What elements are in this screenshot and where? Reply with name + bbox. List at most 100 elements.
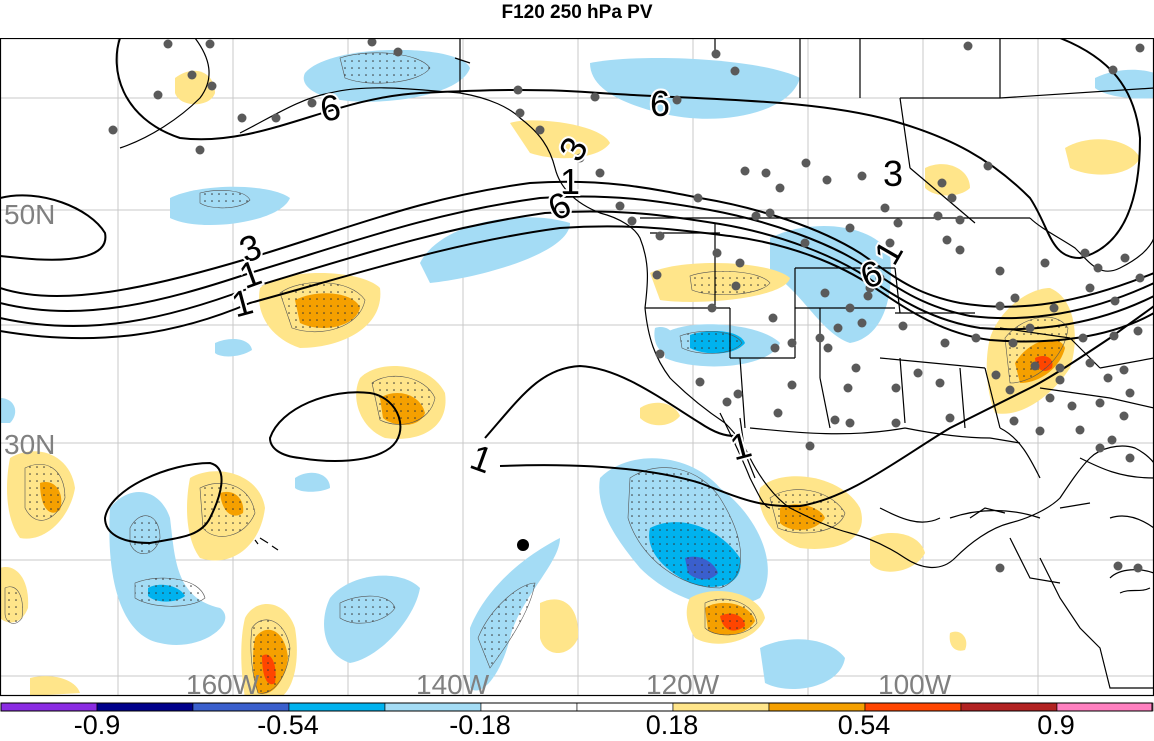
station-dot xyxy=(863,291,873,301)
station-dot xyxy=(652,270,662,280)
station-dot xyxy=(857,171,867,181)
station-dot xyxy=(875,273,885,283)
station-dot xyxy=(800,238,810,248)
station-dot xyxy=(1067,401,1077,411)
station-markers xyxy=(108,38,1145,573)
station-dot xyxy=(307,98,317,108)
station-dot xyxy=(898,321,908,331)
station-dot xyxy=(1075,425,1085,435)
station-dot xyxy=(730,66,740,76)
station-dot xyxy=(1120,253,1130,263)
station-dot xyxy=(1113,561,1123,571)
station-dot xyxy=(367,38,377,47)
station-dot xyxy=(271,113,281,123)
station-dot xyxy=(693,193,703,203)
station-dot xyxy=(765,208,775,218)
station-dot xyxy=(187,70,197,80)
station-dot xyxy=(153,90,163,100)
station-dot xyxy=(393,47,403,57)
colorbar-label: 0.9 xyxy=(1037,710,1075,740)
station-dot xyxy=(1008,338,1018,348)
station-dot xyxy=(805,441,815,451)
station-dot xyxy=(1085,358,1095,368)
station-dot xyxy=(575,153,585,163)
station-dot xyxy=(991,370,1001,380)
station-dot xyxy=(1078,333,1088,343)
station-dot xyxy=(801,158,811,168)
station-dot xyxy=(955,245,965,255)
station-dot xyxy=(1045,393,1055,403)
station-dot xyxy=(830,415,840,425)
station-dot xyxy=(1108,65,1118,75)
station-dot xyxy=(711,49,721,59)
station-dot xyxy=(1133,563,1143,573)
station-dot xyxy=(891,418,901,428)
station-dot xyxy=(1009,416,1019,426)
station-dot xyxy=(740,166,750,176)
axis-labels: 50N 30N 160W 140W 120W 100W xyxy=(4,199,952,698)
station-dot xyxy=(822,175,832,185)
station-dot xyxy=(1040,258,1050,268)
pv-contours xyxy=(0,38,1154,545)
station-dot xyxy=(535,125,545,135)
station-dot xyxy=(1030,361,1040,371)
station-dot xyxy=(1133,326,1143,336)
colorbar-label: -0.9 xyxy=(73,710,121,740)
station-dot xyxy=(1010,293,1020,303)
lon-label: 160W xyxy=(186,669,260,698)
station-dot xyxy=(955,215,965,225)
station-dot xyxy=(843,383,853,393)
station-dot xyxy=(205,39,215,49)
station-dot xyxy=(947,193,957,203)
station-dot xyxy=(845,418,855,428)
station-dot xyxy=(655,349,665,359)
station-dot xyxy=(787,338,797,348)
station-dot xyxy=(787,380,797,390)
station-dot xyxy=(1103,373,1113,383)
station-dot xyxy=(845,223,855,233)
station-dot xyxy=(163,39,173,49)
station-dot xyxy=(1055,375,1065,385)
station-dot xyxy=(731,281,741,291)
station-dot xyxy=(237,113,247,123)
station-dot xyxy=(880,203,890,213)
station-dot xyxy=(655,231,665,241)
sounding-site-marker xyxy=(517,539,529,551)
station-dot xyxy=(735,258,745,268)
station-dot xyxy=(1109,331,1119,341)
station-dot xyxy=(1125,453,1135,463)
station-dot xyxy=(775,183,785,193)
pv-map: 6 3 1 6 6 3 1 6 3 1 1 1 1 50N 30N 160W 1… xyxy=(0,38,1154,698)
station-dot xyxy=(722,397,732,407)
station-dot xyxy=(707,303,717,313)
station-dot xyxy=(195,145,205,155)
station-dot xyxy=(770,343,780,353)
station-dot xyxy=(983,161,993,171)
station-dot xyxy=(712,248,722,258)
station-dot xyxy=(761,168,771,178)
station-dot xyxy=(515,108,525,118)
lon-label: 120W xyxy=(646,669,720,698)
contour-label: 3 xyxy=(883,153,903,194)
station-dot xyxy=(995,301,1005,311)
colorbar-label: -0.18 xyxy=(449,710,511,740)
station-dot xyxy=(833,323,843,333)
station-dot xyxy=(1080,248,1090,258)
station-dot xyxy=(935,378,945,388)
station-dot xyxy=(1025,323,1035,333)
station-dot xyxy=(1055,363,1065,373)
station-dot xyxy=(615,201,625,211)
station-dot xyxy=(1110,296,1120,306)
contour-label: 1 xyxy=(726,424,756,469)
station-dot xyxy=(815,333,825,343)
lon-label: 100W xyxy=(878,669,952,698)
station-dot xyxy=(1107,435,1117,445)
station-dot xyxy=(1095,398,1105,408)
contour-label: 6 xyxy=(650,83,670,124)
coastlines-borders xyxy=(119,38,1154,689)
station-dot xyxy=(942,235,952,245)
contour-label: 1 xyxy=(560,161,580,202)
station-dot xyxy=(995,563,1005,573)
station-dot xyxy=(1085,283,1095,293)
chart-title: F120 250 hPa PV xyxy=(501,2,653,23)
